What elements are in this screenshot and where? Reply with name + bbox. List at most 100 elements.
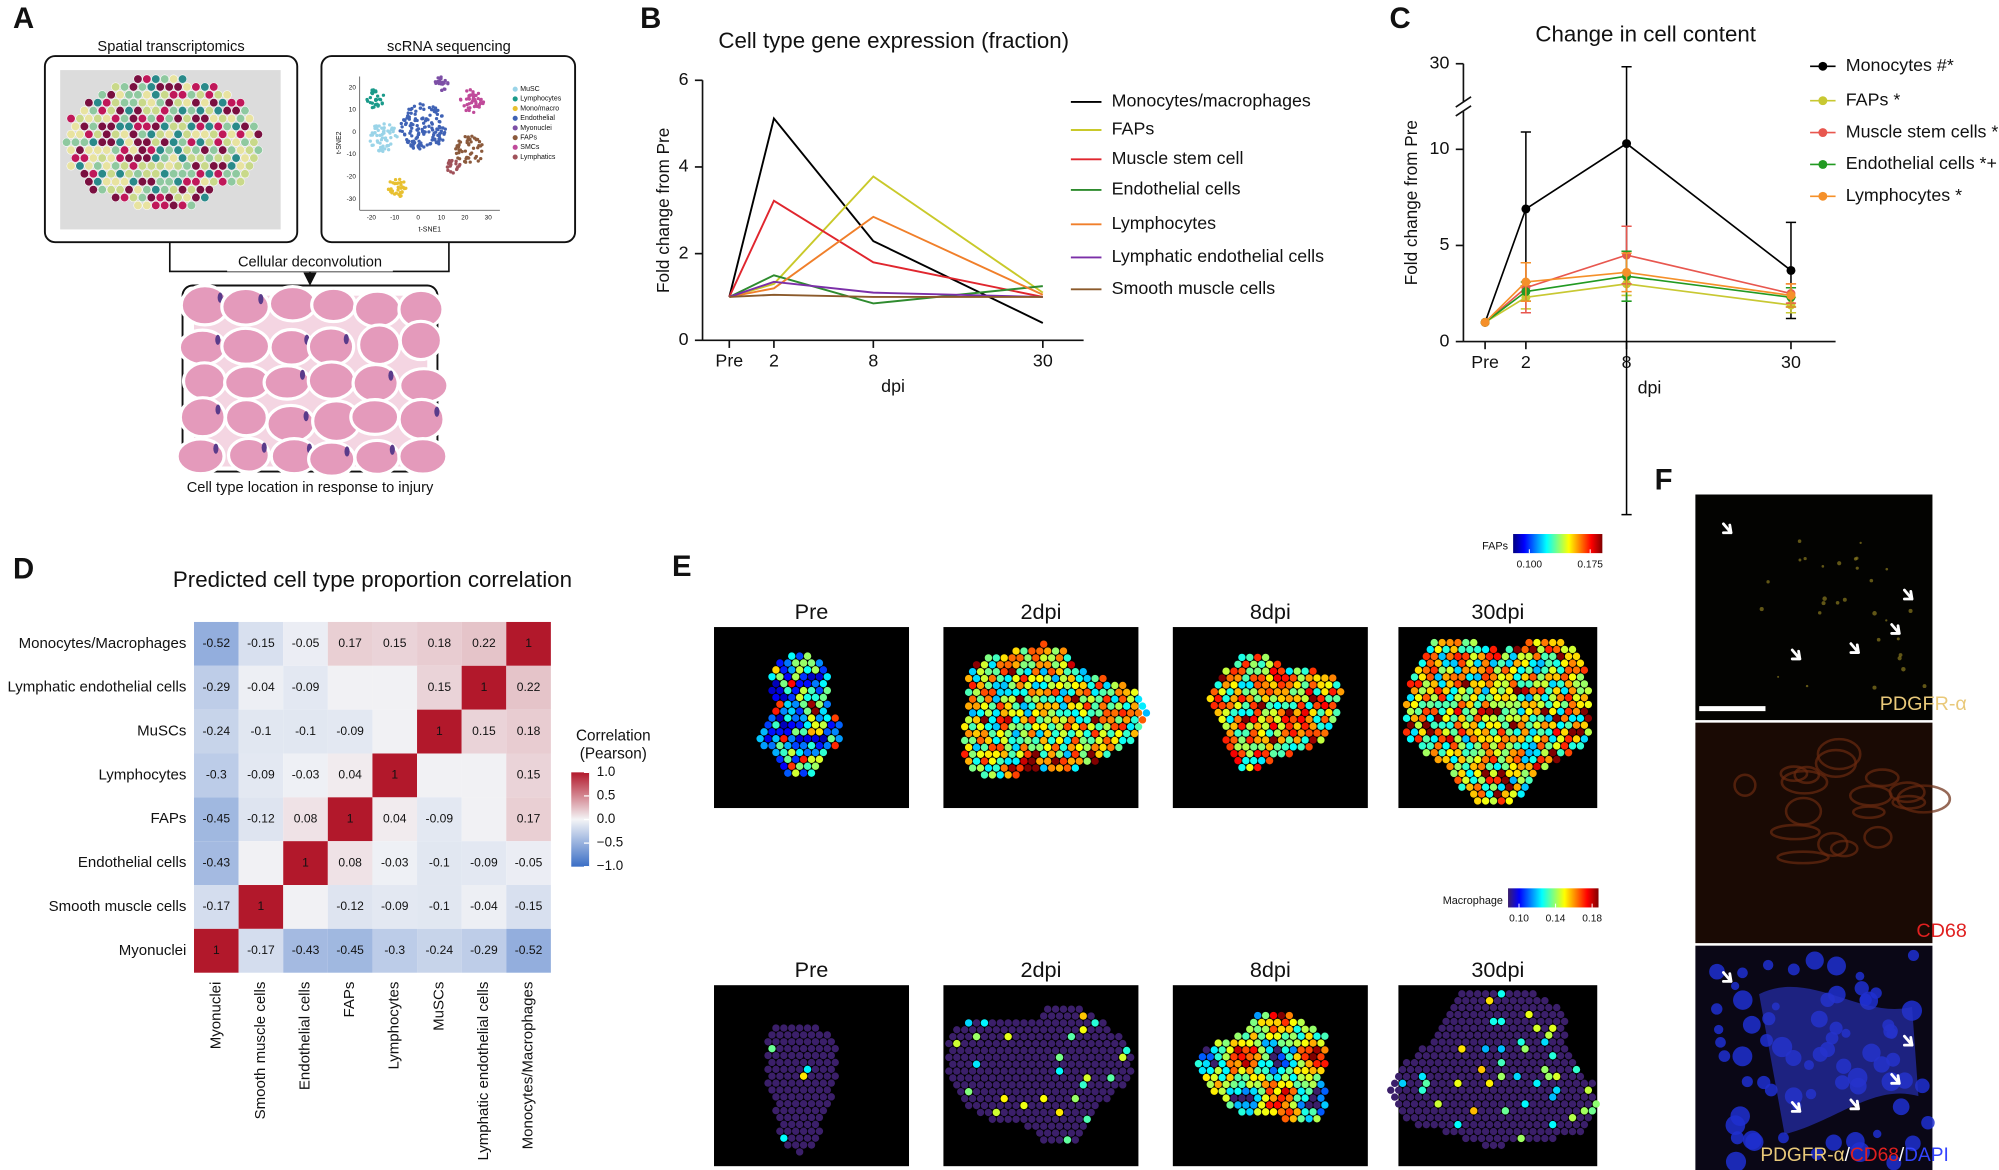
cluster-point bbox=[398, 194, 402, 199]
spot bbox=[1289, 743, 1297, 751]
spot bbox=[1043, 1074, 1052, 1082]
cluster-point bbox=[427, 124, 431, 128]
spot bbox=[249, 153, 259, 163]
cell-label: -0.04 bbox=[470, 899, 498, 913]
spot bbox=[1481, 659, 1490, 667]
spot bbox=[1226, 1046, 1234, 1054]
spot bbox=[1273, 1073, 1282, 1082]
spot bbox=[1301, 708, 1309, 717]
spot bbox=[827, 721, 835, 729]
point bbox=[1480, 317, 1490, 327]
spot bbox=[1285, 1025, 1294, 1033]
spot bbox=[1242, 715, 1250, 724]
spot bbox=[1556, 707, 1565, 716]
muscle-fiber bbox=[220, 326, 272, 366]
cluster-point bbox=[433, 106, 438, 110]
spot bbox=[1269, 750, 1278, 758]
spot bbox=[799, 755, 808, 764]
cluster-point bbox=[390, 189, 395, 193]
colorbar-tick-label: −1.0 bbox=[597, 858, 623, 873]
spot bbox=[1462, 997, 1470, 1005]
spot bbox=[186, 90, 196, 100]
spot bbox=[240, 106, 250, 116]
series-line bbox=[1484, 275, 1792, 324]
spot bbox=[1525, 680, 1533, 688]
heatmap-cell bbox=[461, 928, 507, 973]
spot bbox=[961, 1053, 969, 1062]
spot bbox=[1012, 757, 1020, 765]
cell-label: -0.3 bbox=[206, 768, 227, 782]
spot bbox=[1430, 721, 1438, 729]
spot bbox=[784, 1072, 792, 1080]
spot bbox=[253, 145, 263, 155]
spot bbox=[1410, 1058, 1419, 1067]
spot bbox=[1473, 645, 1482, 654]
spot bbox=[1509, 749, 1517, 757]
spot bbox=[146, 193, 156, 203]
nucleus bbox=[1742, 1015, 1761, 1034]
spot bbox=[1210, 1073, 1218, 1082]
spot bbox=[1489, 1100, 1498, 1108]
spot bbox=[1321, 1060, 1329, 1068]
spot bbox=[1075, 1088, 1083, 1096]
spot bbox=[968, 764, 977, 772]
spot bbox=[1028, 1060, 1036, 1068]
spot bbox=[1529, 755, 1537, 764]
x-tick-label: 10 bbox=[438, 215, 446, 222]
spot bbox=[764, 1051, 772, 1060]
spot bbox=[1091, 1046, 1099, 1055]
spot bbox=[1055, 1108, 1064, 1117]
spot bbox=[1095, 1053, 1103, 1062]
cell-label: -0.12 bbox=[336, 899, 364, 913]
cluster-point bbox=[455, 145, 459, 149]
heatmap-cell bbox=[417, 797, 462, 842]
spot bbox=[803, 1065, 812, 1074]
heatmap-cell bbox=[194, 797, 239, 842]
spot bbox=[1454, 1010, 1462, 1019]
spot bbox=[1230, 667, 1238, 675]
spot bbox=[1588, 1093, 1596, 1101]
spot bbox=[1075, 1005, 1083, 1013]
spot bbox=[75, 145, 85, 155]
spot bbox=[1261, 1066, 1270, 1075]
cluster-point bbox=[381, 93, 386, 97]
spot bbox=[1016, 1081, 1024, 1089]
spot bbox=[1254, 1094, 1262, 1102]
spot bbox=[1454, 1065, 1462, 1074]
spot bbox=[1238, 750, 1246, 758]
spot bbox=[1305, 688, 1313, 696]
cluster-point bbox=[389, 142, 393, 146]
spot bbox=[1509, 1107, 1517, 1115]
spot bbox=[1091, 1060, 1099, 1068]
spot bbox=[231, 121, 241, 131]
spot bbox=[972, 1101, 981, 1110]
spot bbox=[1438, 707, 1446, 716]
spot bbox=[1446, 1038, 1454, 1046]
spot bbox=[996, 1032, 1004, 1041]
cluster-point bbox=[400, 125, 404, 129]
spot bbox=[1012, 661, 1020, 669]
spot bbox=[803, 652, 812, 660]
column-label: Endothelial cells bbox=[296, 982, 313, 1091]
spot bbox=[1012, 1060, 1020, 1068]
spot bbox=[1126, 709, 1135, 717]
spot bbox=[1004, 757, 1012, 765]
spot bbox=[1265, 1073, 1274, 1082]
spot bbox=[1008, 1108, 1016, 1117]
spot bbox=[218, 177, 228, 187]
spot bbox=[1473, 673, 1482, 681]
spot bbox=[1024, 667, 1032, 676]
cell-label: -0.03 bbox=[292, 768, 320, 782]
spot bbox=[1517, 776, 1525, 784]
spot bbox=[1477, 1107, 1486, 1115]
spot bbox=[972, 674, 981, 683]
legend-label: Endothelial cells *+ bbox=[1846, 153, 1997, 173]
spot bbox=[1226, 1101, 1234, 1109]
spot bbox=[1016, 654, 1024, 662]
spot bbox=[1107, 716, 1115, 724]
spot bbox=[1513, 1058, 1521, 1067]
spot bbox=[1012, 1019, 1020, 1027]
spot bbox=[1497, 1114, 1506, 1122]
spot bbox=[1430, 1120, 1438, 1129]
spot bbox=[1059, 1088, 1068, 1096]
